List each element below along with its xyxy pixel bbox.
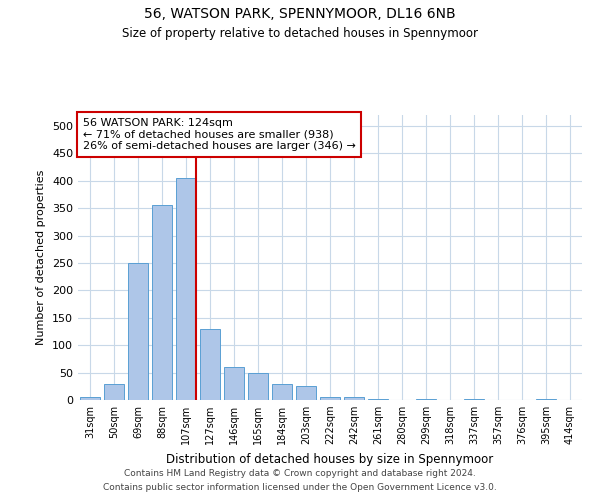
Bar — [272, 384, 292, 400]
Bar — [200, 329, 220, 400]
Bar — [128, 263, 148, 400]
Bar — [104, 384, 124, 400]
Text: 56, WATSON PARK, SPENNYMOOR, DL16 6NB: 56, WATSON PARK, SPENNYMOOR, DL16 6NB — [144, 8, 456, 22]
Bar — [152, 206, 172, 400]
Bar — [416, 399, 436, 400]
Bar — [80, 398, 100, 400]
Bar — [224, 367, 244, 400]
Bar — [464, 399, 484, 400]
Text: Size of property relative to detached houses in Spennymoor: Size of property relative to detached ho… — [122, 28, 478, 40]
Bar — [320, 398, 340, 400]
Text: Contains public sector information licensed under the Open Government Licence v3: Contains public sector information licen… — [103, 484, 497, 492]
Bar — [176, 178, 196, 400]
Text: Contains HM Land Registry data © Crown copyright and database right 2024.: Contains HM Land Registry data © Crown c… — [124, 468, 476, 477]
Text: 56 WATSON PARK: 124sqm
← 71% of detached houses are smaller (938)
26% of semi-de: 56 WATSON PARK: 124sqm ← 71% of detached… — [83, 118, 356, 151]
Bar — [296, 386, 316, 400]
X-axis label: Distribution of detached houses by size in Spennymoor: Distribution of detached houses by size … — [166, 452, 494, 466]
Bar — [248, 372, 268, 400]
Bar — [368, 399, 388, 400]
Y-axis label: Number of detached properties: Number of detached properties — [37, 170, 46, 345]
Bar — [344, 398, 364, 400]
